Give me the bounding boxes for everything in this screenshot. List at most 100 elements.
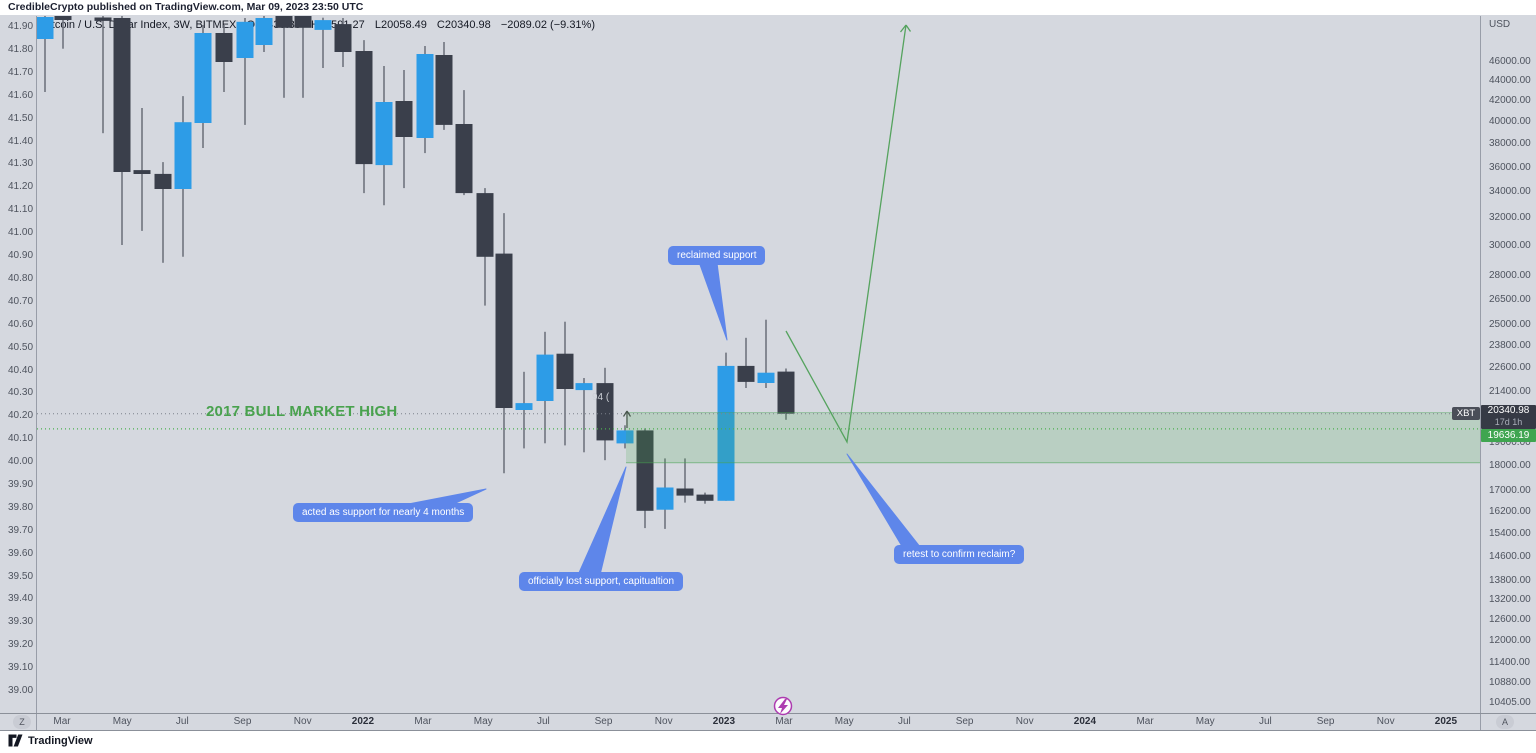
tradingview-logo-icon[interactable] [8, 734, 23, 747]
left-axis-tick: 39.60 [8, 547, 34, 559]
time-axis-tick: Jul [897, 716, 911, 727]
right-axis-tick: 22600.00 [1489, 362, 1531, 374]
left-axis-tick: 40.90 [8, 250, 34, 261]
callout-note[interactable]: officially lost support, capitualtion [519, 572, 684, 591]
left-axis-tick: 39.70 [8, 524, 34, 536]
left-axis-tick: 41.10 [8, 204, 34, 216]
right-axis-tick: 11400.00 [1489, 657, 1530, 669]
time-axis-tick: Sep [955, 716, 974, 727]
symbol-legend[interactable]: Bitcoin / U.S. Dollar Index, 3W, BITMEX … [42, 19, 602, 31]
left-axis-tick: 41.70 [8, 66, 34, 78]
right-axis-tick: 18000.00 [1489, 460, 1531, 472]
left-axis-tick: 39.80 [8, 501, 34, 513]
time-axis-tick: May [473, 716, 493, 727]
left-axis-tick: 41.30 [8, 158, 34, 170]
ohlc-open: O22430.35 [246, 19, 301, 31]
publish-header: CredibleCrypto published on TradingView.… [8, 1, 364, 13]
time-axis-left-badge: Z [13, 715, 31, 729]
time-axis-tick: Mar [53, 716, 71, 727]
right-axis-tick: 23800.00 [1489, 340, 1531, 351]
left-axis-tick: 40.80 [8, 272, 34, 284]
right-axis-tick: 17000.00 [1489, 485, 1531, 497]
time-axis-tick: Sep [594, 716, 613, 727]
callout-note[interactable]: retest to confirm reclaim? [894, 545, 1025, 564]
left-axis-tick: 40.00 [8, 456, 34, 467]
bar-countdown: 17d 1h [1494, 417, 1523, 427]
left-axis-tick: 41.20 [8, 181, 34, 193]
right-axis-tick: 25000.00 [1489, 318, 1531, 330]
right-axis-tick: 10405.00 [1489, 696, 1531, 708]
symbol-title[interactable]: Bitcoin / U.S. Dollar Index, 3W, BITMEX [42, 19, 237, 31]
tradingview-brand-text[interactable]: TradingView [28, 734, 93, 747]
left-axis-tick: 39.50 [8, 570, 34, 582]
right-axis-tick: 30000.00 [1489, 240, 1531, 252]
last-price-label: 20340.98 17d 1h [1481, 405, 1536, 429]
currency-label: USD [1489, 19, 1511, 30]
time-axis-top-border [0, 713, 1536, 714]
level-price-label: 19636.19 [1481, 429, 1536, 442]
left-axis-tick: 40.30 [8, 387, 34, 399]
right-axis-tick: 44000.00 [1489, 75, 1531, 87]
right-axis-tick: 13200.00 [1489, 594, 1531, 606]
time-axis-tick: Mar [775, 716, 793, 727]
right-axis-tick: 16200.00 [1489, 505, 1531, 517]
time-axis-tick: 2025 [1434, 716, 1458, 727]
bull-market-high-label[interactable]: 2017 BULL MARKET HIGH [206, 403, 398, 420]
time-axis-tick: Sep [233, 716, 252, 727]
time-axis-tick: May [834, 716, 854, 727]
time-axis-tick: Nov [1376, 716, 1395, 727]
left-axis-tick: 41.40 [8, 135, 34, 147]
time-axis-tick: May [1195, 716, 1215, 727]
partial-candle-label: 94 ( [592, 392, 610, 403]
time-axis-tick: 2023 [712, 716, 736, 727]
right-axis-tick: 10880.00 [1489, 677, 1531, 689]
left-axis-tick: 39.90 [8, 478, 34, 490]
right-axis-tick: 46000.00 [1489, 56, 1531, 67]
time-axis-tick: Mar [1136, 716, 1154, 727]
right-axis-tick: 13800.00 [1489, 575, 1531, 586]
time-axis-tick: Jul [175, 716, 189, 727]
time-axis-tick: Mar [414, 716, 432, 727]
left-axis-tick: 40.20 [8, 410, 34, 422]
right-axis-tick: 32000.00 [1489, 212, 1531, 224]
last-price-value: 20340.98 [1487, 405, 1530, 416]
ohlc-close: C20340.98 [436, 19, 491, 31]
right-axis-tick: 19000.00 [1489, 437, 1531, 449]
left-axis-tick: 40.70 [8, 295, 34, 307]
symbol-price-tag: XBT [1452, 407, 1480, 420]
time-axis-tick: Nov [654, 716, 673, 727]
left-axis-tick: 40.10 [8, 433, 34, 445]
time-axis-tick: May [112, 716, 132, 727]
left-axis-tick: 39.00 [8, 685, 34, 696]
ohlc-low: L20058.49 [374, 19, 427, 31]
left-axis-tick: 39.30 [8, 616, 34, 628]
right-axis-tick: 38000.00 [1489, 138, 1531, 150]
left-axis-tick: 39.10 [8, 662, 34, 674]
time-axis-tick: Jul [536, 716, 550, 727]
right-axis-tick: 26500.00 [1489, 293, 1531, 305]
time-axis-right-badge: A [1496, 715, 1514, 729]
right-axis-tick: 21400.00 [1489, 385, 1531, 397]
left-axis-tick: 40.40 [8, 364, 34, 376]
right-axis-border [1480, 16, 1481, 731]
callout-note[interactable]: reclaimed support [668, 246, 766, 265]
left-axis-tick: 40.50 [8, 341, 34, 353]
left-axis-tick: 39.40 [8, 593, 34, 605]
time-axis-tick: Nov [1015, 716, 1034, 727]
ohlc-change: −2089.02 (−9.31%) [500, 19, 595, 31]
time-axis-tick: 2024 [1073, 716, 1097, 727]
time-axis-tick: Jul [1258, 716, 1272, 727]
callout-note[interactable]: acted as support for nearly 4 months [293, 503, 474, 522]
left-axis-border [36, 16, 37, 731]
left-axis-tick: 41.00 [8, 227, 34, 239]
chart-background[interactable] [0, 15, 1536, 731]
time-axis-tick: 2022 [351, 716, 375, 727]
right-axis-tick: 14600.00 [1489, 550, 1531, 562]
right-axis-tick: 42000.00 [1489, 95, 1531, 107]
left-axis-tick: 39.20 [8, 639, 34, 651]
time-axis-tick: Sep [1316, 716, 1335, 727]
ohlc-high: H22591.27 [310, 19, 365, 31]
left-axis-tick: 41.80 [8, 43, 34, 55]
footer: TradingView [8, 734, 93, 747]
